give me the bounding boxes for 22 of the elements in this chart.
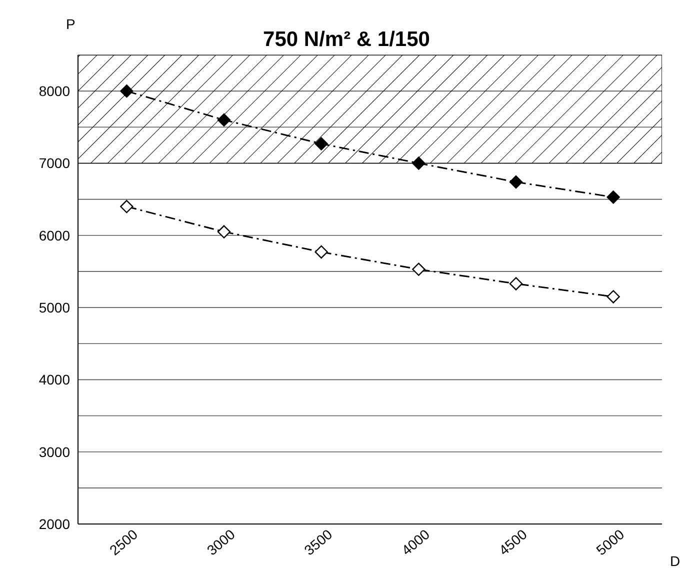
y-tick-label: 2000 — [38, 516, 70, 532]
point — [412, 262, 426, 276]
point — [509, 175, 523, 189]
x-axis-title: D — [670, 553, 680, 569]
point — [606, 190, 620, 204]
point — [509, 277, 523, 290]
y-tick-label: 7000 — [38, 155, 70, 172]
y-tick-label: 6000 — [38, 227, 70, 244]
y-tick-label: 8000 — [38, 83, 70, 100]
point — [217, 113, 231, 127]
point — [412, 156, 426, 170]
point — [120, 200, 134, 214]
point — [120, 84, 134, 98]
point — [314, 245, 328, 259]
y-tick-label: 5000 — [38, 300, 70, 316]
point — [217, 225, 231, 238]
y-tick-label: 4000 — [38, 372, 70, 388]
point — [606, 290, 620, 304]
y-axis-title: P — [66, 16, 76, 32]
y-tick-label: 3000 — [38, 444, 70, 460]
point — [314, 137, 328, 150]
chart-title: 750 N/m² & 1/150 — [263, 28, 430, 51]
